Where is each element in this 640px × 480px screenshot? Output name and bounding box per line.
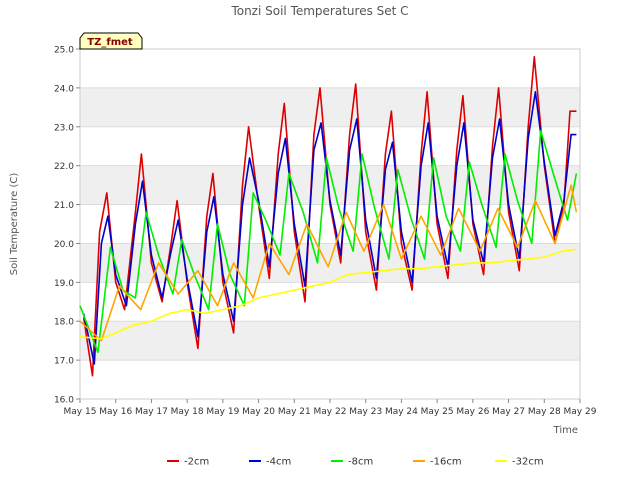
x-tick-label: May 21 xyxy=(278,407,311,417)
x-tick-label: May 15 xyxy=(64,407,97,417)
legend: -2cm -4cm -8cm -16cm -32cm xyxy=(167,457,544,468)
x-tick-label: May 29 xyxy=(564,407,597,417)
chart-title: Tonzi Soil Temperatures Set C xyxy=(230,4,408,18)
plot-band xyxy=(80,87,580,127)
y-axis-label: Soil Temperature (C) xyxy=(9,173,20,276)
y-tick-label: 16.0 xyxy=(54,396,74,406)
y-axis-ticks: 16.0 17.0 18.0 19.0 20.0 21.0 22.0 23.0 24.0 25.0 xyxy=(54,46,80,406)
x-tick-label: May 25 xyxy=(421,407,454,417)
x-tick-label: May 17 xyxy=(135,407,168,417)
series-line-16cmcm xyxy=(79,184,578,342)
tz-fmet-badge: TZ_fmet xyxy=(79,32,143,50)
legend-label: -4cm xyxy=(266,457,291,468)
y-tick-label: 21.0 xyxy=(54,201,74,211)
x-tick-label: May 28 xyxy=(528,407,561,417)
plot-band xyxy=(80,321,580,361)
y-tick-label: 22.0 xyxy=(54,162,74,172)
x-tick-label: May 18 xyxy=(171,407,204,417)
series-line-4cmcm xyxy=(82,91,577,365)
x-tick-label: May 23 xyxy=(349,407,382,417)
series-layer xyxy=(79,55,578,377)
legend-label: -2cm xyxy=(184,457,209,468)
x-tick-label: May 26 xyxy=(456,407,489,417)
series-line-8cmcm xyxy=(79,129,578,354)
legend-label: -8cm xyxy=(348,457,373,468)
x-tick-label: May 22 xyxy=(314,407,347,417)
x-tick-label: May 19 xyxy=(206,407,239,417)
badge-label: TZ_fmet xyxy=(87,37,133,48)
y-tick-label: 23.0 xyxy=(54,123,74,133)
x-tick-label: May 16 xyxy=(99,407,132,417)
x-tick-label: May 24 xyxy=(385,407,418,417)
y-tick-label: 20.0 xyxy=(54,240,74,250)
y-tick-label: 18.0 xyxy=(54,318,74,328)
x-axis-ticks: May 15 May 16 May 17 May 18 May 19 May 20 May … xyxy=(64,399,597,417)
x-tick-label: May 27 xyxy=(492,407,525,417)
series-line-32cmcm xyxy=(79,248,577,340)
y-tick-label: 17.0 xyxy=(54,357,74,367)
y-tick-label: 19.0 xyxy=(54,279,74,289)
legend-label: -32cm xyxy=(512,457,544,468)
badge-box xyxy=(79,32,143,50)
y-tick-label: 24.0 xyxy=(54,84,74,94)
x-axis-label: Time xyxy=(553,425,578,436)
y-tick-label: 25.0 xyxy=(54,46,74,56)
x-tick-label: May 20 xyxy=(242,407,275,417)
legend-label: -16cm xyxy=(430,457,462,468)
